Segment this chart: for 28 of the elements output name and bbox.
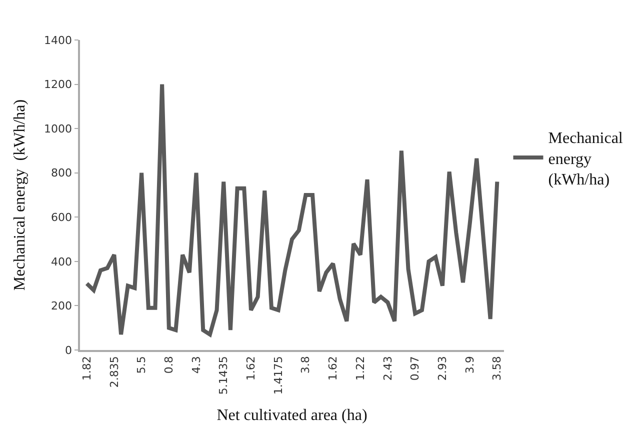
x-tick-label: 1.4175 bbox=[272, 356, 285, 395]
x-axis-title: Net cultivated area (ha) bbox=[216, 406, 368, 424]
y-tick-label: 600 bbox=[51, 210, 72, 224]
y-tick-label: 800 bbox=[51, 166, 72, 180]
y-tick-label: 1200 bbox=[44, 78, 72, 92]
x-tick-label: 2.43 bbox=[381, 356, 394, 381]
x-tick-label: 4.3 bbox=[190, 356, 203, 374]
x-tick-label: 2.835 bbox=[108, 356, 121, 388]
y-axis-title: Mechanical energy (kWh/ha) bbox=[11, 99, 28, 291]
x-tick-label: 1.62 bbox=[244, 356, 258, 381]
x-tick-label: 2.93 bbox=[436, 356, 450, 381]
x-tick-label: 3.8 bbox=[299, 356, 312, 374]
x-tick-label: 5.1435 bbox=[217, 356, 230, 395]
y-tick-label: 200 bbox=[51, 300, 72, 313]
y-tick-label: 400 bbox=[51, 255, 72, 268]
x-tick-label: 5.5 bbox=[135, 356, 148, 374]
legend-label: Mechanical energy (kWh/ha) bbox=[548, 130, 624, 189]
x-tick-label: 1.62 bbox=[326, 356, 340, 381]
line-series bbox=[84, 82, 500, 336]
x-tick-label: 0.8 bbox=[162, 356, 176, 374]
y-tick-label: 1000 bbox=[44, 122, 72, 136]
x-tick-label: 3.58 bbox=[490, 356, 504, 381]
x-tick-label: 0.97 bbox=[408, 356, 422, 381]
x-tick-label: 1.82 bbox=[80, 356, 94, 381]
y-tick-label: 1400 bbox=[44, 34, 72, 47]
x-tick-label: 3.9 bbox=[463, 356, 476, 374]
x-tick-label: 1.22 bbox=[354, 356, 367, 381]
y-tick-label: 0 bbox=[65, 344, 72, 357]
